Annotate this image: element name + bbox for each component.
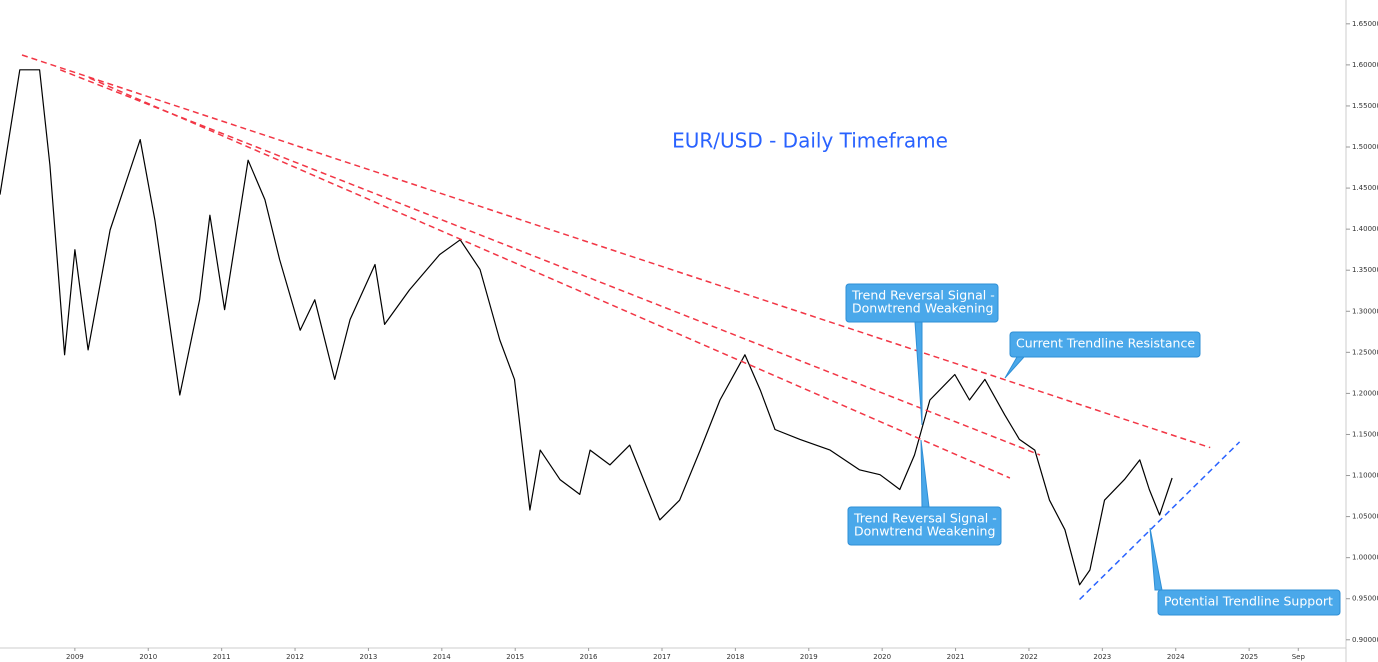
y-tick-label: 1.20000 xyxy=(1352,389,1378,397)
trendline xyxy=(1079,441,1241,601)
x-tick-label: Sep xyxy=(1292,653,1306,661)
price-line xyxy=(0,69,1173,586)
chart-title: EUR/USD - Daily Timeframe xyxy=(672,129,948,153)
y-tick-label: 1.25000 xyxy=(1352,348,1378,356)
callout: Trend Reversal Signal -Donwtrend Weakeni… xyxy=(847,439,1002,546)
callout-text: Donwtrend Weakening xyxy=(854,524,995,539)
callout-text: Trend Reversal Signal - xyxy=(853,511,997,526)
trendline xyxy=(89,77,1011,479)
x-tick-label: 2025 xyxy=(1240,653,1258,661)
callout-text: Donwtrend Weakening xyxy=(852,301,993,316)
x-tick-label: 2010 xyxy=(139,653,157,661)
x-tick-label: 2021 xyxy=(947,653,965,661)
callout-pointer xyxy=(920,439,930,508)
y-tick-label: 1.50000 xyxy=(1352,143,1378,151)
callout: Trend Reversal Signal -Donwtrend Weakeni… xyxy=(845,283,999,426)
x-tick-label: 2009 xyxy=(66,653,84,661)
y-tick-label: 1.15000 xyxy=(1352,430,1378,438)
x-tick-label: 2014 xyxy=(433,653,451,661)
y-tick-label: 1.35000 xyxy=(1352,266,1378,274)
callout-pointer xyxy=(914,321,923,426)
callout-text: Trend Reversal Signal - xyxy=(851,288,995,303)
y-tick-label: 0.95000 xyxy=(1352,595,1378,603)
callout-pointer xyxy=(1149,527,1163,591)
y-tick-label: 1.40000 xyxy=(1352,225,1378,233)
y-tick-label: 1.55000 xyxy=(1352,102,1378,110)
x-tick-label: 2018 xyxy=(726,653,744,661)
x-tick-label: 2019 xyxy=(800,653,818,661)
callout-pointer xyxy=(1004,356,1026,379)
y-tick-label: 1.10000 xyxy=(1352,472,1378,480)
x-tick-label: 2015 xyxy=(506,653,524,661)
callout-box xyxy=(1157,589,1341,616)
x-tick-label: 2024 xyxy=(1167,653,1185,661)
y-tick-label: 1.65000 xyxy=(1352,20,1378,28)
callout-box xyxy=(847,506,1002,546)
trendline xyxy=(21,54,1211,449)
callout: Current Trendline Resistance xyxy=(1004,331,1201,379)
callout: Potential Trendline Support xyxy=(1149,527,1341,616)
y-tick-label: 1.30000 xyxy=(1352,307,1378,315)
x-tick-label: 2016 xyxy=(580,653,598,661)
callout-text: Potential Trendline Support xyxy=(1164,594,1333,609)
x-tick-label: 2020 xyxy=(873,653,891,661)
x-tick-label: 2022 xyxy=(1020,653,1038,661)
callout-box xyxy=(1009,331,1201,358)
trendline xyxy=(59,69,1041,456)
callout-box xyxy=(845,283,999,323)
x-tick-label: 2011 xyxy=(213,653,231,661)
x-tick-label: 2017 xyxy=(653,653,671,661)
y-tick-label: 1.05000 xyxy=(1352,513,1378,521)
callout-text: Current Trendline Resistance xyxy=(1016,336,1195,351)
x-tick-label: 2013 xyxy=(360,653,378,661)
x-tick-label: 2023 xyxy=(1093,653,1111,661)
x-tick-label: 2012 xyxy=(286,653,304,661)
y-tick-label: 1.00000 xyxy=(1352,554,1378,562)
y-tick-label: 1.45000 xyxy=(1352,184,1378,192)
y-tick-label: 1.60000 xyxy=(1352,61,1378,69)
